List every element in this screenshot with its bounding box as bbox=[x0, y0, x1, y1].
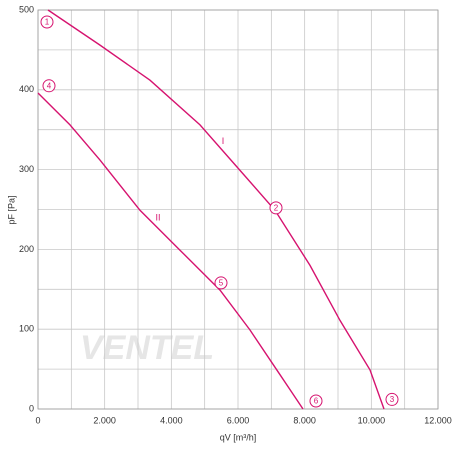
x-tick-label: 12.000 bbox=[424, 415, 452, 425]
plot-frame bbox=[37, 9, 439, 410]
fan-curve bbox=[37, 92, 304, 410]
x-axis-label: qV [m³/h] bbox=[220, 432, 257, 442]
curve-label: II bbox=[155, 213, 160, 223]
y-tick-label: 400 bbox=[19, 84, 34, 94]
y-axis-label: pF [Pa] bbox=[6, 195, 16, 224]
x-tick-label: 10.000 bbox=[358, 415, 386, 425]
y-tick-label: 0 bbox=[29, 403, 34, 413]
operating-point-marker bbox=[40, 15, 54, 29]
operating-point-marker bbox=[269, 201, 283, 215]
operating-point-marker bbox=[214, 276, 228, 290]
y-tick-label: 500 bbox=[19, 4, 34, 14]
y-tick-label: 100 bbox=[19, 324, 34, 334]
operating-point-label: 2 bbox=[274, 204, 279, 213]
operating-point-label: 6 bbox=[314, 397, 319, 406]
x-tick-label: 4.000 bbox=[160, 415, 183, 425]
operating-point-label: 4 bbox=[47, 81, 52, 90]
operating-point-label: 5 bbox=[219, 279, 224, 288]
x-tick-label: 8.000 bbox=[293, 415, 316, 425]
operating-point-marker bbox=[385, 392, 399, 406]
y-tick-label: 300 bbox=[19, 164, 34, 174]
operating-point-label: 3 bbox=[390, 395, 395, 404]
x-tick-label: 6.000 bbox=[227, 415, 250, 425]
y-tick-label: 200 bbox=[19, 244, 34, 254]
watermark: VENTEL bbox=[80, 329, 214, 367]
x-tick-label: 0 bbox=[35, 415, 40, 425]
operating-point-marker bbox=[42, 79, 56, 93]
curve-label: I bbox=[222, 136, 225, 146]
fan-curve bbox=[47, 9, 385, 410]
operating-point-label: 1 bbox=[45, 18, 50, 27]
operating-point-marker bbox=[309, 394, 323, 408]
x-tick-label: 2.000 bbox=[93, 415, 116, 425]
